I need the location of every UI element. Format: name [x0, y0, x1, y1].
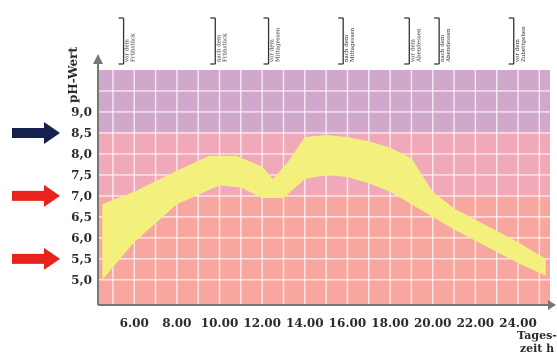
meal-label-line1: nach dem: [440, 34, 446, 62]
y-tick-label: 6,0: [71, 231, 92, 245]
ph-range-area: [102, 135, 546, 280]
meal-label-line2: Mittagessen: [276, 27, 282, 62]
ph-range-band: [102, 135, 546, 280]
meal-bracket: [404, 17, 410, 65]
meal-label-line2: Abendessen: [446, 28, 452, 63]
zone-band: [98, 70, 550, 133]
meal-bracket: [118, 17, 125, 65]
meal-markers: vor dem Frühstück nach dem Frühstück vor dem…: [118, 17, 527, 65]
y-tick-label: 8,5: [71, 126, 92, 140]
arrow-markers: [12, 121, 60, 270]
meal-marker: nach dem Abendessen: [434, 17, 452, 65]
y-axis-arrowhead: [93, 54, 103, 64]
meal-label-line2: Frühstück: [131, 33, 137, 62]
y-tick-label: 6,5: [71, 210, 92, 224]
meal-bracket: [338, 17, 344, 65]
meal-label-line2: Zubettgehen: [521, 26, 527, 62]
meal-label-line1: vor dem: [515, 38, 521, 63]
meal-marker: nach dem Frühstück: [210, 17, 228, 65]
x-tick-label: 16.00: [329, 316, 367, 330]
grid-lines: [98, 70, 550, 305]
meal-label-line1: nach dem: [216, 34, 222, 62]
y-tick-label: 7,0: [71, 189, 92, 203]
meal-marker: vor dem Zubettgehen: [508, 17, 527, 65]
x-tick-label: 18.00: [371, 316, 409, 330]
meal-label-line2: Frühstück: [222, 33, 228, 62]
x-tick-label: 10.00: [201, 316, 239, 330]
meal-bracket: [508, 17, 515, 65]
meal-marker: vor dem Abendessen: [404, 17, 422, 65]
x-tick-label: 24.00: [499, 316, 537, 330]
x-tick-label: 6.00: [120, 316, 149, 330]
y-axis-label: pH-Wert: [66, 47, 80, 104]
x-tick-label: 12.00: [243, 316, 281, 330]
y-tick-label: 8,0: [71, 147, 92, 161]
meal-bracket: [263, 17, 270, 65]
meal-label-line2: Mittagessen: [350, 27, 356, 62]
meal-label-line1: vor dem: [410, 38, 416, 63]
x-tick-label: 8.00: [162, 316, 191, 330]
arrow-marker: [12, 184, 60, 207]
meal-marker: vor dem Frühstück: [118, 17, 137, 65]
meal-marker: nach dem Mittagessen: [338, 17, 356, 65]
axes: 5,0 5,5 6,0 6,5 7,0 7,5 8,0 8,5 9,0 6.00 8.00 10.00…: [71, 54, 556, 330]
x-tick-label: 22.00: [457, 316, 495, 330]
arrow-marker: [12, 247, 60, 270]
x-tick-label: 14.00: [286, 316, 324, 330]
x-tick-label: 20.00: [414, 316, 452, 330]
meal-bracket: [434, 17, 440, 65]
y-tick-label: 5,0: [71, 273, 92, 287]
meal-marker: vor dem Mittagessen: [263, 17, 282, 65]
meal-label-line1: vor dem: [270, 38, 276, 63]
y-tick-label: 9,0: [71, 105, 92, 119]
x-axis-arrowhead: [548, 300, 556, 310]
meal-label-line2: Abendessen: [416, 28, 422, 63]
arrow-marker: [12, 121, 60, 144]
x-axis-label-line1: Tages-: [517, 329, 557, 342]
zone-band: [98, 195, 550, 305]
x-axis-label-line2: zeit h: [520, 342, 554, 355]
y-tick-label: 7,5: [71, 168, 92, 182]
meal-label-line1: vor dem: [125, 38, 131, 63]
y-tick-label: 5,5: [71, 252, 92, 266]
meal-bracket: [210, 17, 216, 65]
meal-label-line1: nach dem: [344, 34, 350, 62]
